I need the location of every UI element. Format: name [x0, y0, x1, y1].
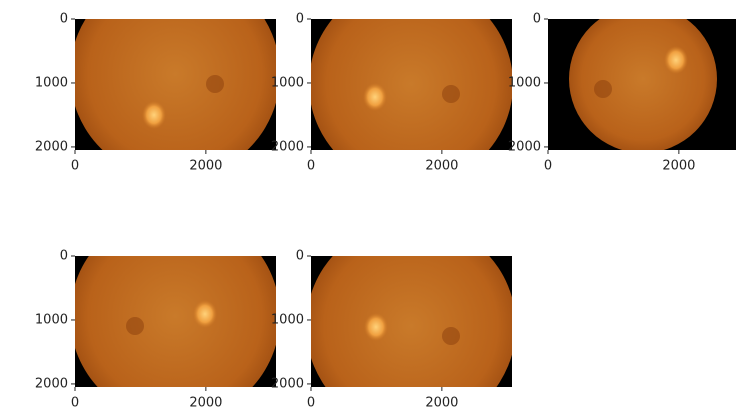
macula: [442, 327, 460, 345]
y-tick-label: 2000: [271, 376, 304, 391]
fundus: [70, 211, 280, 419]
image: [70, 211, 280, 419]
optic-disc: [664, 46, 688, 74]
y-tick-label: 1000: [35, 75, 68, 90]
fundus: [569, 5, 717, 153]
image: [548, 5, 736, 153]
y-tick-label: 2000: [271, 139, 304, 154]
y-tick-label: 2000: [35, 376, 68, 391]
y-tick-label: 2000: [35, 139, 68, 154]
y-tick-label: 1000: [271, 312, 304, 327]
x-tick-label: 2000: [189, 159, 222, 174]
x-tick-label: 2000: [189, 396, 222, 411]
y-tick-label: 0: [60, 249, 68, 264]
y-tick-label: 0: [296, 12, 304, 27]
x-tick-label: 2000: [425, 159, 458, 174]
y-tick-label: 2000: [508, 139, 541, 154]
y-tick-label: 1000: [271, 75, 304, 90]
optic-disc: [363, 83, 387, 111]
fundus: [70, 0, 280, 179]
x-tick-label: 0: [544, 159, 552, 174]
figure: 0100020000200001000200002000010002000020…: [0, 0, 736, 419]
optic-disc: [193, 300, 217, 328]
image: [306, 221, 516, 419]
macula: [126, 317, 144, 335]
macula: [206, 75, 224, 93]
fundus: [306, 221, 516, 419]
x-tick-label: 0: [71, 159, 79, 174]
y-tick-label: 1000: [35, 312, 68, 327]
x-tick-label: 0: [307, 396, 315, 411]
image: [70, 0, 280, 179]
y-tick-label: 0: [60, 12, 68, 27]
image: [309, 0, 513, 186]
x-tick-label: 0: [307, 159, 315, 174]
x-tick-label: 2000: [662, 159, 695, 174]
macula: [594, 80, 612, 98]
optic-disc: [364, 313, 388, 341]
x-tick-label: 2000: [425, 396, 458, 411]
macula: [442, 85, 460, 103]
optic-disc: [142, 101, 166, 129]
fundus: [309, 0, 513, 186]
y-tick-label: 0: [533, 12, 541, 27]
y-tick-label: 0: [296, 249, 304, 264]
x-tick-label: 0: [71, 396, 79, 411]
y-tick-label: 1000: [508, 75, 541, 90]
